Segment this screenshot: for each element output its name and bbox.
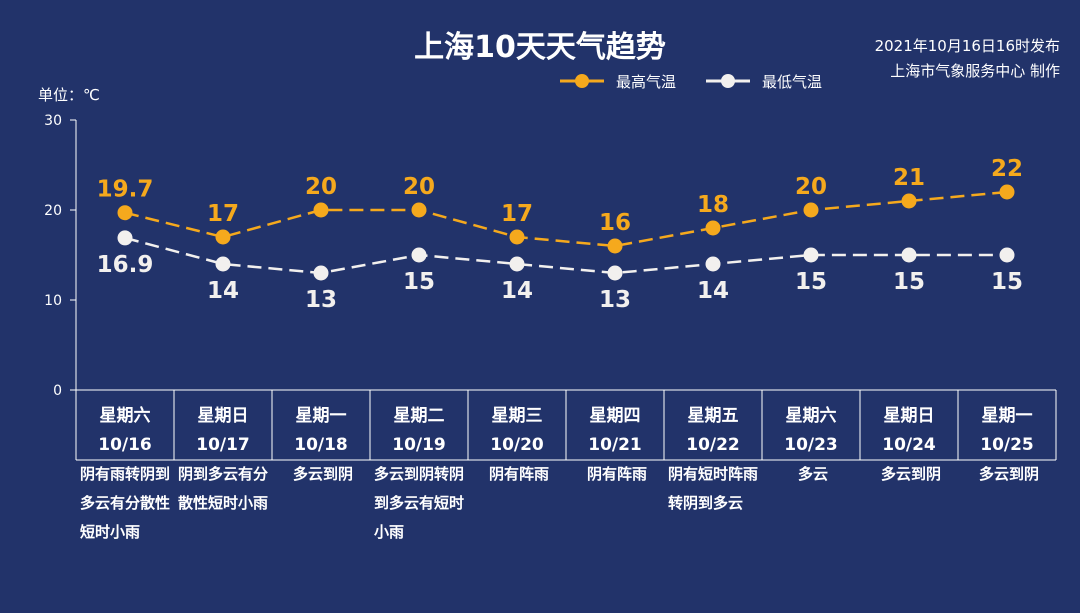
weather-desc: 阴有短时阵雨转阴到多云 xyxy=(668,465,759,512)
y-tick-label: 30 xyxy=(44,113,62,129)
data-label-high: 18 xyxy=(697,192,729,218)
day-date-label: 10/18 xyxy=(294,435,348,455)
y-tick-label: 10 xyxy=(44,293,62,309)
data-label-low: 15 xyxy=(795,269,827,295)
day-date-label: 10/22 xyxy=(686,435,740,455)
day-date-label: 10/23 xyxy=(784,435,838,455)
point-low xyxy=(607,265,623,281)
point-high xyxy=(803,202,819,218)
day-week-label: 星期日 xyxy=(198,406,249,426)
data-label-high: 22 xyxy=(991,156,1023,182)
point-high xyxy=(509,229,525,245)
data-label-low: 14 xyxy=(697,278,729,304)
data-label-low: 13 xyxy=(599,287,631,313)
day-week-label: 星期一 xyxy=(296,406,347,426)
point-high xyxy=(215,229,231,245)
data-label-low: 14 xyxy=(501,278,533,304)
publish-info: 2021年10月16日16时发布 上海市气象服务中心 制作 xyxy=(875,34,1060,84)
point-high xyxy=(901,193,917,209)
data-label-low: 14 xyxy=(207,278,239,304)
weather-desc: 阴到多云有分散性短时小雨 xyxy=(178,465,269,512)
point-low xyxy=(999,247,1015,263)
day-date-label: 10/21 xyxy=(588,435,642,455)
day-week-label: 星期五 xyxy=(688,406,739,426)
day-week-label: 星期六 xyxy=(100,405,151,426)
point-low xyxy=(509,256,525,272)
data-label-low: 13 xyxy=(305,287,337,313)
day-week-label: 星期一 xyxy=(982,406,1033,426)
day-week-label: 星期日 xyxy=(884,406,935,426)
data-label-high: 21 xyxy=(893,165,925,191)
day-date-label: 10/17 xyxy=(196,435,250,455)
weather-desc: 阴有阵雨 xyxy=(488,465,549,483)
data-label-high: 16 xyxy=(599,210,631,236)
point-high xyxy=(705,220,721,236)
legend-low-label: 最低气温 xyxy=(762,72,823,91)
day-week-label: 星期六 xyxy=(786,405,837,426)
point-low xyxy=(803,247,819,263)
data-label-high: 17 xyxy=(207,201,239,227)
weather-desc: 多云 xyxy=(797,465,828,483)
legend-high-marker xyxy=(560,74,604,88)
weather-desc: 多云到阴 xyxy=(978,465,1039,483)
data-label-high: 19.7 xyxy=(97,177,154,203)
weather-desc: 阴有雨转阴到多云有分散性短时小雨 xyxy=(80,465,171,541)
day-date-label: 10/20 xyxy=(490,435,544,455)
series-line-low xyxy=(124,236,1007,275)
chart-title: 上海10天天气趋势 xyxy=(414,30,666,65)
day-date-label: 10/24 xyxy=(882,435,936,455)
weather-desc: 多云到阴转阴到多云有短时小雨 xyxy=(374,465,465,541)
day-week-label: 星期三 xyxy=(492,406,543,426)
y-tick-label: 0 xyxy=(53,383,62,399)
y-tick-label: 20 xyxy=(44,203,62,219)
data-label-high: 20 xyxy=(403,174,435,200)
weather-desc: 多云到阴 xyxy=(880,465,941,483)
data-label-high: 20 xyxy=(795,174,827,200)
legend-low-marker xyxy=(706,74,751,88)
unit-label: 单位：℃ xyxy=(38,86,100,104)
point-low xyxy=(215,256,231,272)
series-line-high xyxy=(124,190,1008,248)
point-high xyxy=(999,184,1015,200)
day-date-label: 10/25 xyxy=(980,435,1034,455)
point-low xyxy=(313,265,329,281)
point-low xyxy=(411,247,427,263)
legend-item-low: 最低气温 xyxy=(706,71,822,92)
point-high xyxy=(411,202,427,218)
legend: 最高气温 最低气温 xyxy=(560,70,852,92)
publish-org: 上海市气象服务中心 制作 xyxy=(890,62,1060,80)
data-label-low: 16.9 xyxy=(97,252,154,278)
data-label-low: 15 xyxy=(403,269,435,295)
data-label-low: 15 xyxy=(991,269,1023,295)
point-low xyxy=(901,247,917,263)
legend-high-label: 最高气温 xyxy=(616,72,677,91)
day-week-label: 星期二 xyxy=(394,406,445,426)
publish-time: 2021年10月16日16时发布 xyxy=(874,37,1060,55)
day-week-label: 星期四 xyxy=(590,406,641,426)
legend-item-high: 最高气温 xyxy=(560,71,676,92)
weather-desc: 阴有阵雨 xyxy=(586,465,647,483)
data-label-low: 15 xyxy=(893,269,925,295)
weather-desc: 多云到阴 xyxy=(292,465,353,483)
point-high xyxy=(313,202,329,218)
point-low xyxy=(705,256,721,272)
point-high xyxy=(607,238,623,254)
data-label-high: 20 xyxy=(305,174,337,200)
point-high xyxy=(117,205,133,221)
data-label-high: 17 xyxy=(501,201,533,227)
day-date-label: 10/16 xyxy=(98,435,152,455)
point-low xyxy=(117,230,133,246)
day-date-label: 10/19 xyxy=(392,435,446,455)
